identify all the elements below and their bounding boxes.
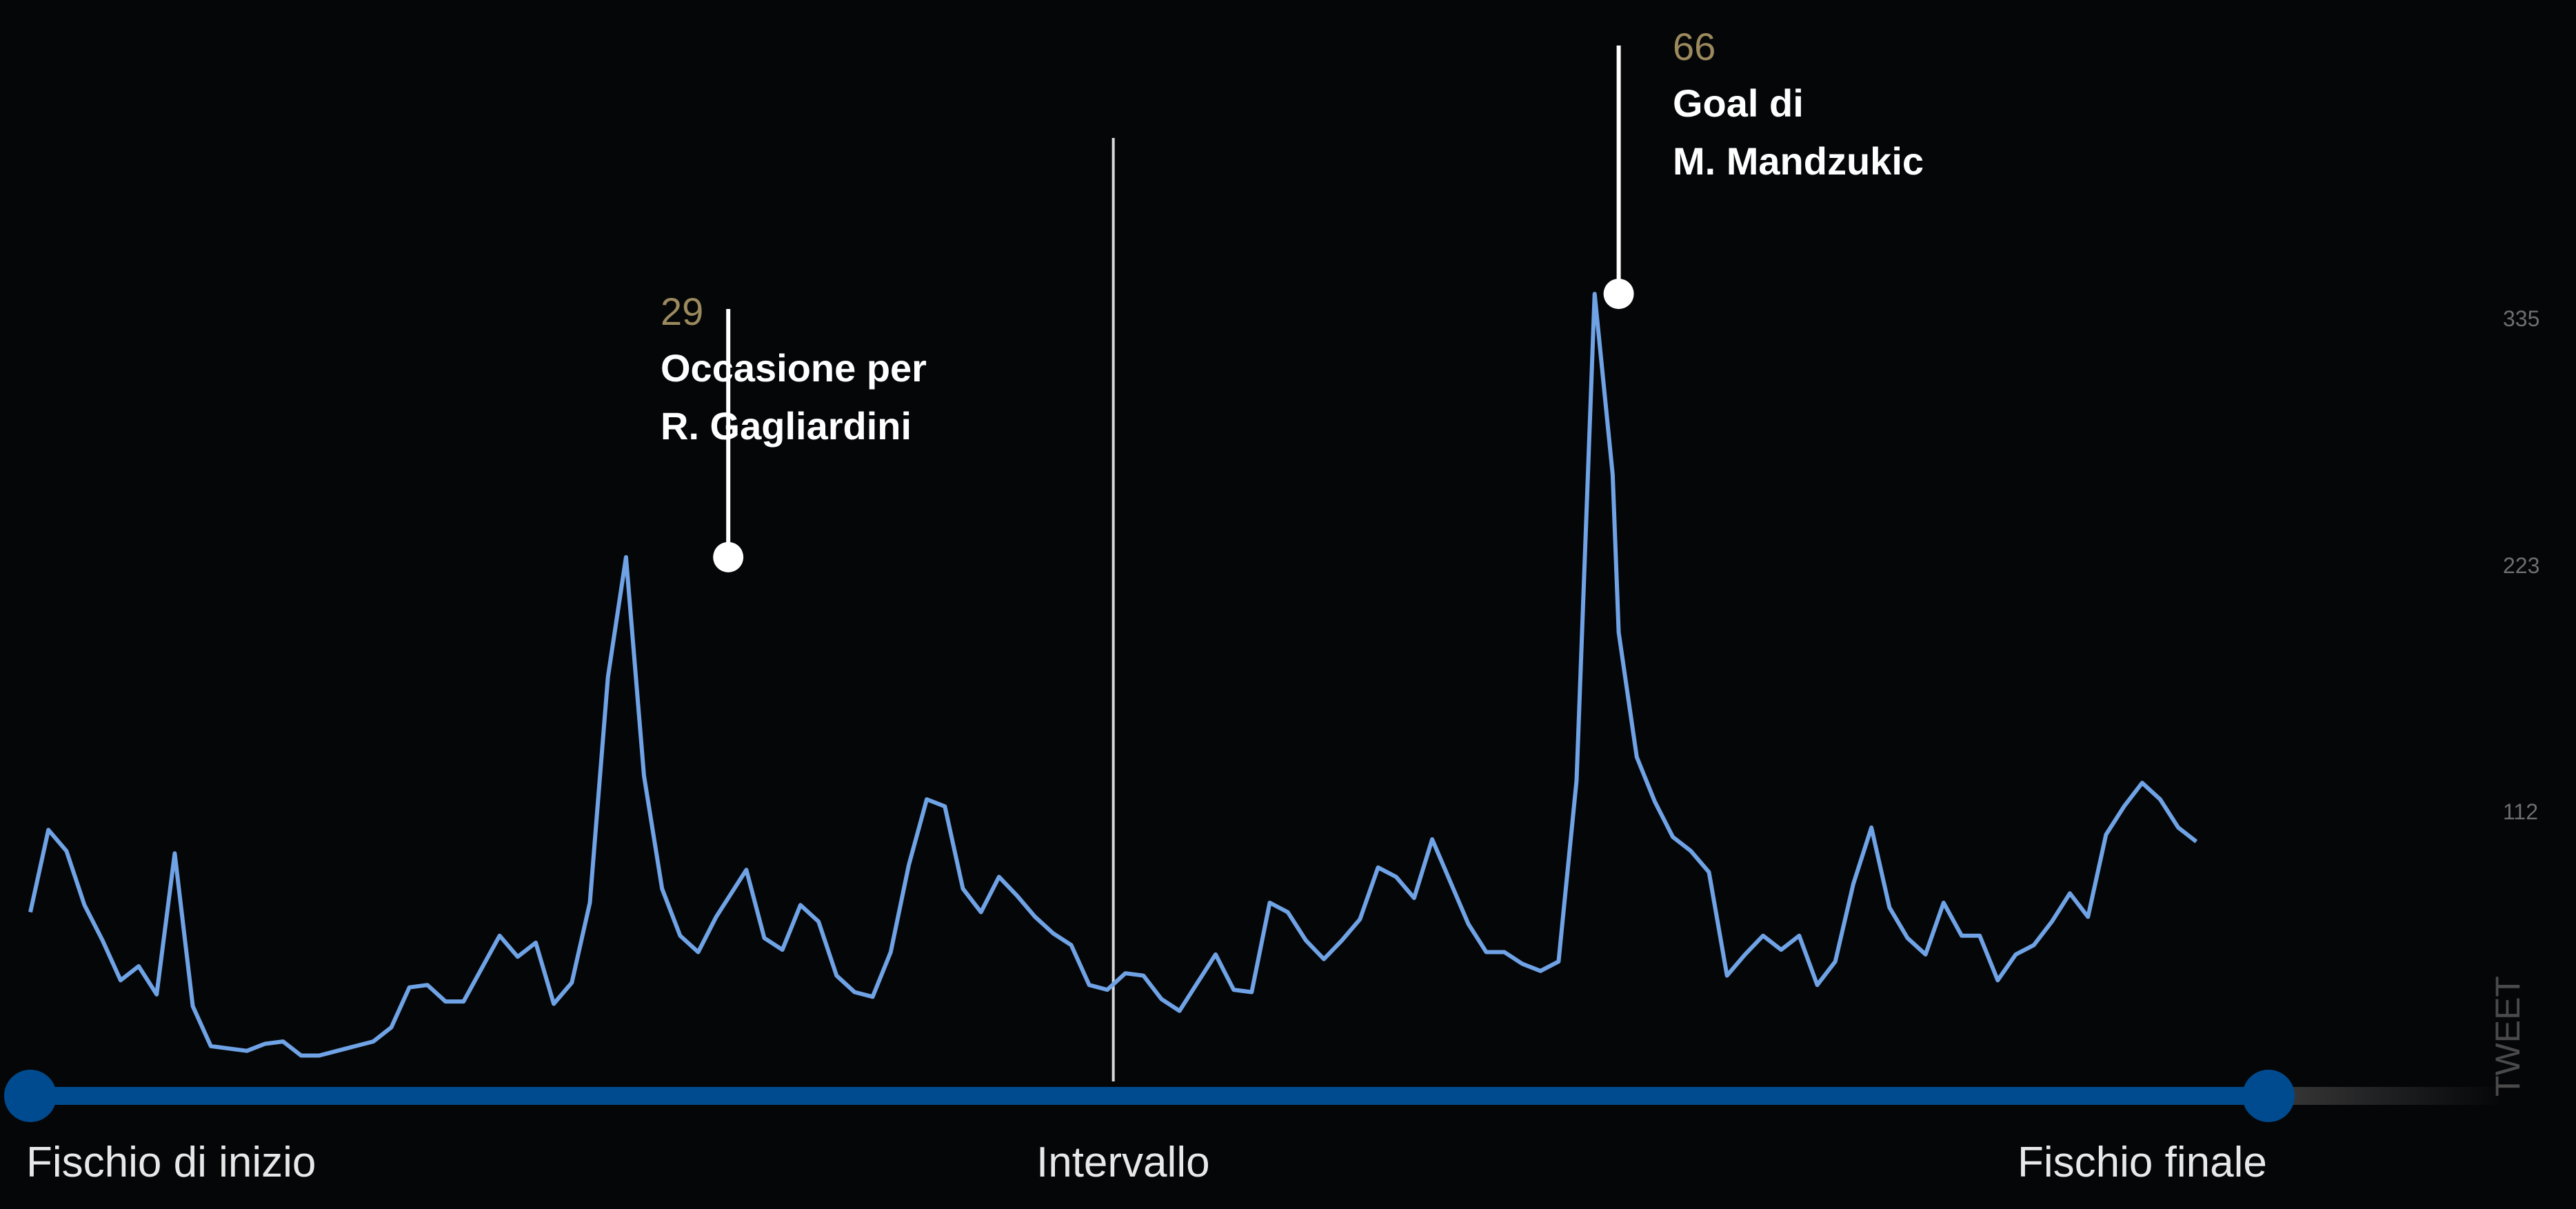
annotation-label: Goal di M. Mandzukic bbox=[1673, 74, 1924, 190]
annotation-point[interactable] bbox=[713, 541, 744, 572]
timeline-track-tail bbox=[2268, 1087, 2503, 1105]
tweet-series-line bbox=[28, 292, 2198, 1058]
y-tick-112: 112 bbox=[2503, 799, 2539, 824]
annotation-label-line1: Goal di bbox=[1673, 81, 1804, 125]
y-tick-335: 335 bbox=[2503, 306, 2540, 331]
timeline-bar bbox=[30, 1087, 2268, 1105]
annotation-point[interactable] bbox=[1603, 279, 1634, 310]
annotation-minute: 66 bbox=[1673, 25, 1716, 68]
timeline-end-marker[interactable] bbox=[2242, 1070, 2295, 1122]
y-axis-label: TWEET bbox=[2488, 976, 2527, 1097]
timeline-label-half: Intervallo bbox=[1036, 1139, 1210, 1186]
annotation-label-line2: R. Gagliardini bbox=[661, 404, 912, 448]
annotation-minute: 29 bbox=[661, 290, 704, 333]
timeline-start-marker[interactable] bbox=[4, 1070, 57, 1122]
timeline-label-end: Fischio finale bbox=[2017, 1139, 2267, 1186]
annotation-label-line2: M. Mandzukic bbox=[1673, 139, 1924, 183]
annotation-label-line1: Occasione per bbox=[661, 346, 927, 390]
annotation-label: Occasione per R. Gagliardini bbox=[661, 339, 927, 455]
minute-grid-lines bbox=[29, 83, 2198, 1081]
y-tick-223: 223 bbox=[2503, 553, 2540, 578]
annotation-lines bbox=[713, 46, 1634, 572]
timeline-label-start: Fischio di inizio bbox=[26, 1139, 316, 1186]
